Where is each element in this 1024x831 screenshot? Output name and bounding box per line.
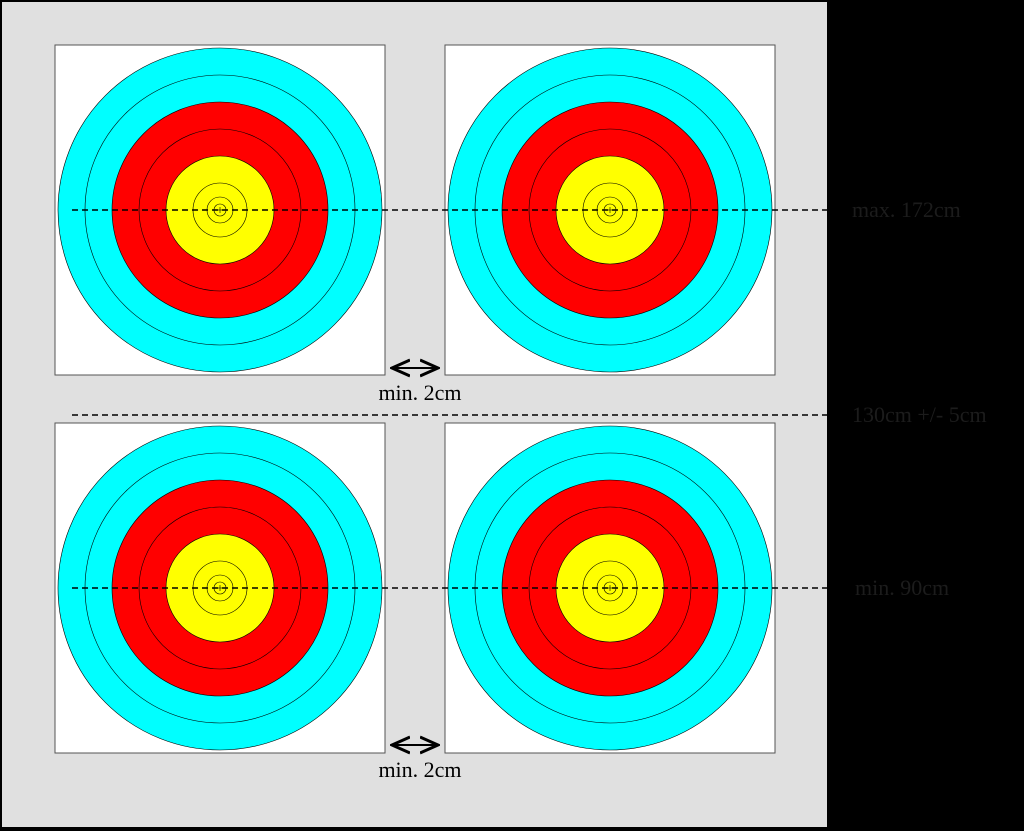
gap-label: min. 2cm <box>378 757 461 782</box>
target <box>54 44 386 376</box>
target <box>444 422 776 754</box>
height-label: 130cm +/- 5cm <box>852 402 987 427</box>
target <box>54 422 386 754</box>
gap-label: min. 2cm <box>378 380 461 405</box>
target <box>444 44 776 376</box>
guide-lines <box>72 209 828 589</box>
targets <box>54 44 776 754</box>
height-label: max. 172cm <box>852 197 961 222</box>
height-label: min. 90cm <box>855 575 949 600</box>
